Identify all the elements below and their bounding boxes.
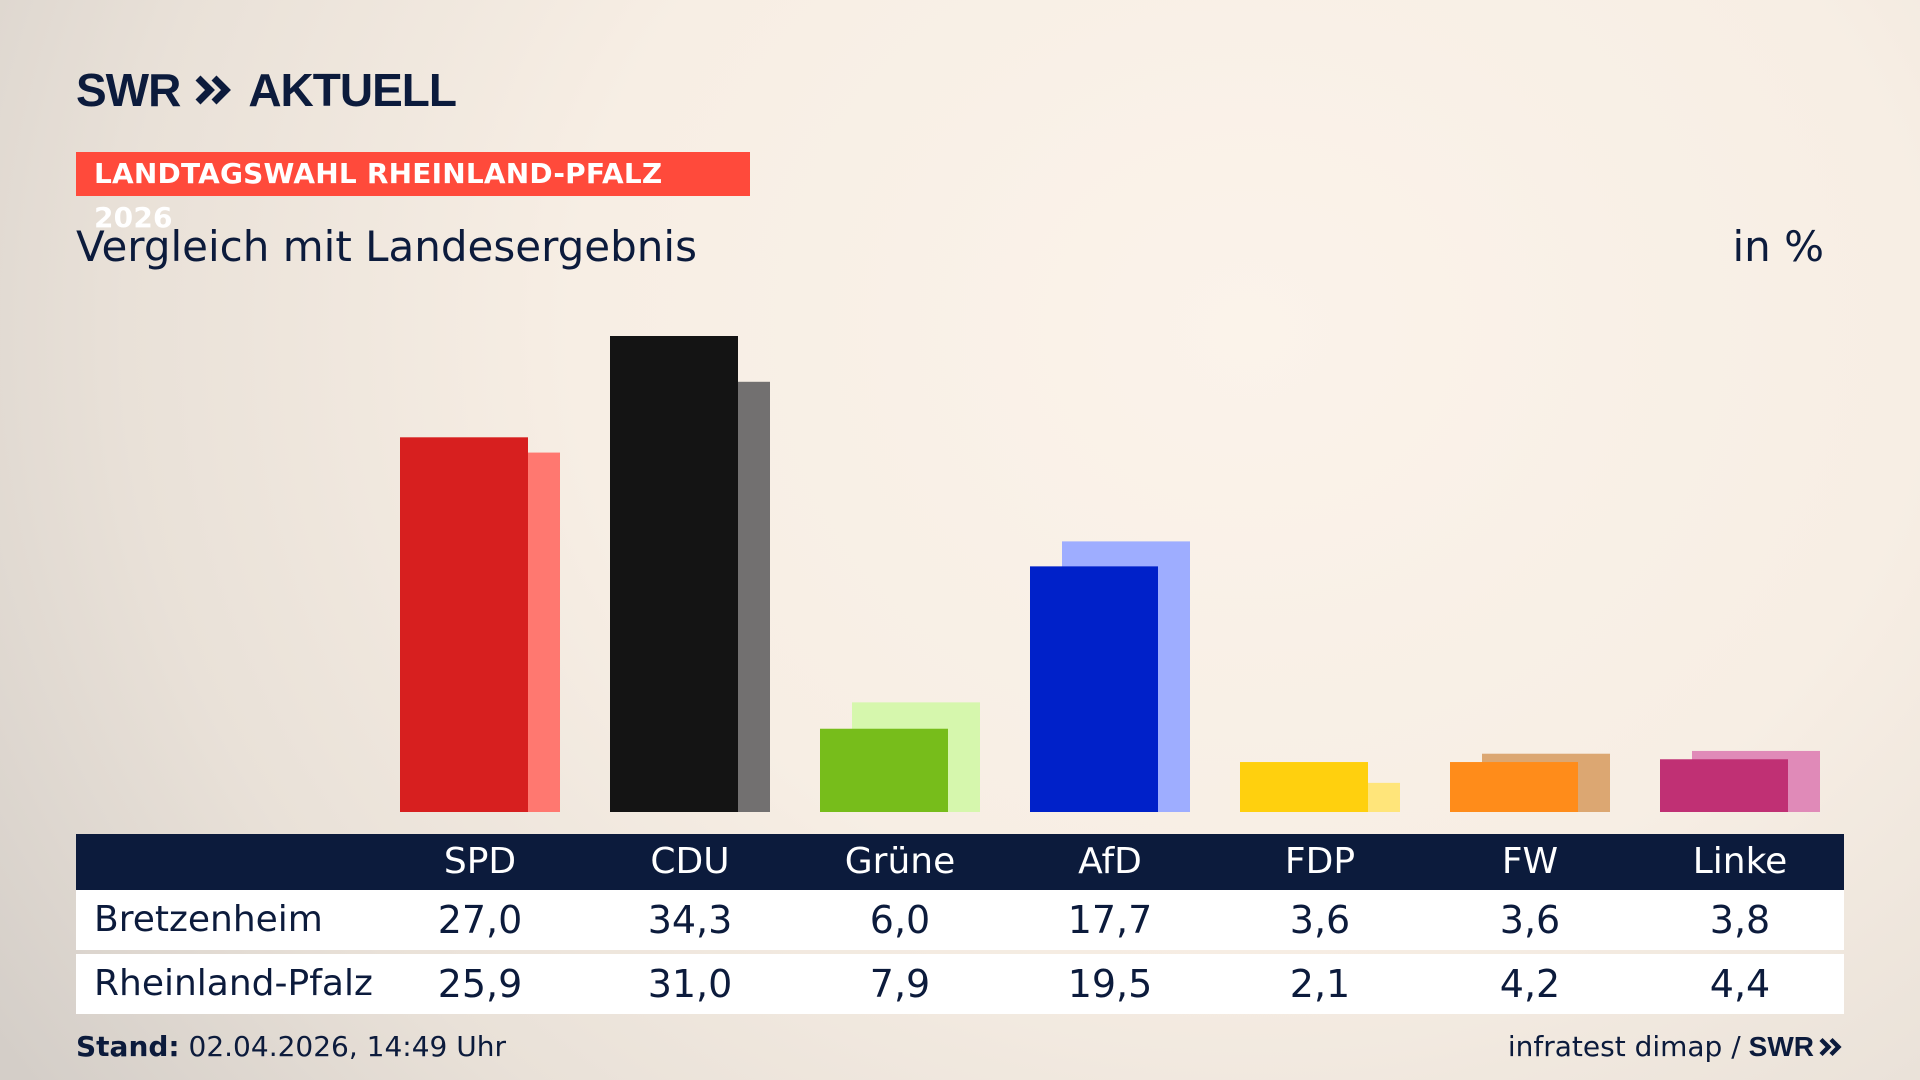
value-cell-fdp: 2,1 bbox=[1289, 962, 1351, 1006]
value-cell-linke: 3,8 bbox=[1709, 898, 1771, 942]
bar-afd-local bbox=[1030, 566, 1158, 812]
bar-fdp-local bbox=[1240, 762, 1368, 812]
value-cell-linke: 4,4 bbox=[1709, 962, 1771, 1006]
value-cell-grüne: 6,0 bbox=[869, 898, 931, 942]
swr-mini-logo: SWR bbox=[1749, 1031, 1844, 1063]
category-label-linke: Linke bbox=[1692, 841, 1788, 882]
category-label-afd: AfD bbox=[1078, 841, 1142, 882]
results-table: SPD CDU Grüne AfD FDP FW Linke Bretzenheim 27,… bbox=[76, 834, 1844, 1014]
value-cell-afd: 19,5 bbox=[1067, 962, 1153, 1006]
unit-label: in % bbox=[1732, 222, 1824, 271]
bar-grüne-local bbox=[820, 728, 948, 812]
bar-cdu-local bbox=[610, 336, 738, 812]
election-kicker: LANDTAGSWAHL RHEINLAND-PFALZ 2026 bbox=[76, 152, 750, 234]
stand-label: Stand: bbox=[76, 1030, 180, 1063]
value-cell-cdu: 31,0 bbox=[647, 962, 733, 1006]
row-label: Bretzenheim bbox=[94, 899, 323, 940]
swr-mini-text: SWR bbox=[1748, 1030, 1814, 1062]
value-cell-spd: 27,0 bbox=[437, 898, 523, 942]
category-label-fdp: FDP bbox=[1284, 841, 1356, 882]
category-label-grüne: Grüne bbox=[844, 841, 956, 882]
bar-fw-local bbox=[1450, 762, 1578, 812]
bar-chart bbox=[400, 336, 1820, 812]
source-credit: infratest dimap / SWR bbox=[1508, 1030, 1844, 1063]
swr-aktuell-logo: SWR AKTUELL bbox=[76, 64, 457, 116]
table-row-bretzenheim: Bretzenheim 27,0 34,3 6,0 17,7 3,6 3,6 3,8 bbox=[76, 890, 1844, 950]
logo-aktuell-text: AKTUELL bbox=[248, 64, 457, 116]
bar-spd-local bbox=[400, 437, 528, 812]
value-cell-grüne: 7,9 bbox=[869, 962, 931, 1006]
row-label: Rheinland-Pfalz bbox=[94, 963, 373, 1004]
category-label-spd: SPD bbox=[443, 841, 517, 882]
double-chevron-icon bbox=[1819, 1037, 1842, 1056]
source-text: infratest dimap / bbox=[1507, 1030, 1741, 1063]
table-header-row: SPD CDU Grüne AfD FDP FW Linke bbox=[76, 834, 1844, 890]
value-cell-spd: 25,9 bbox=[437, 962, 523, 1006]
double-chevron-icon bbox=[195, 75, 232, 105]
timestamp: Stand: 02.04.2026, 14:49 Uhr bbox=[76, 1030, 506, 1063]
value-cell-cdu: 34,3 bbox=[647, 898, 733, 942]
category-label-cdu: CDU bbox=[650, 841, 730, 882]
category-label-fw: FW bbox=[1501, 841, 1559, 882]
bar-linke-local bbox=[1660, 759, 1788, 812]
value-cell-afd: 17,7 bbox=[1067, 898, 1153, 942]
value-cell-fdp: 3,6 bbox=[1289, 898, 1351, 942]
value-cell-fw: 3,6 bbox=[1499, 898, 1561, 942]
logo-swr-text: SWR bbox=[76, 64, 181, 116]
stand-value: 02.04.2026, 14:49 Uhr bbox=[188, 1030, 506, 1063]
value-cell-fw: 4,2 bbox=[1499, 962, 1561, 1006]
chart-subtitle: Vergleich mit Landesergebnis bbox=[76, 222, 697, 271]
table-row-rheinland-pfalz: Rheinland-Pfalz 25,9 31,0 7,9 19,5 2,1 4,2 4,4 bbox=[76, 954, 1844, 1014]
